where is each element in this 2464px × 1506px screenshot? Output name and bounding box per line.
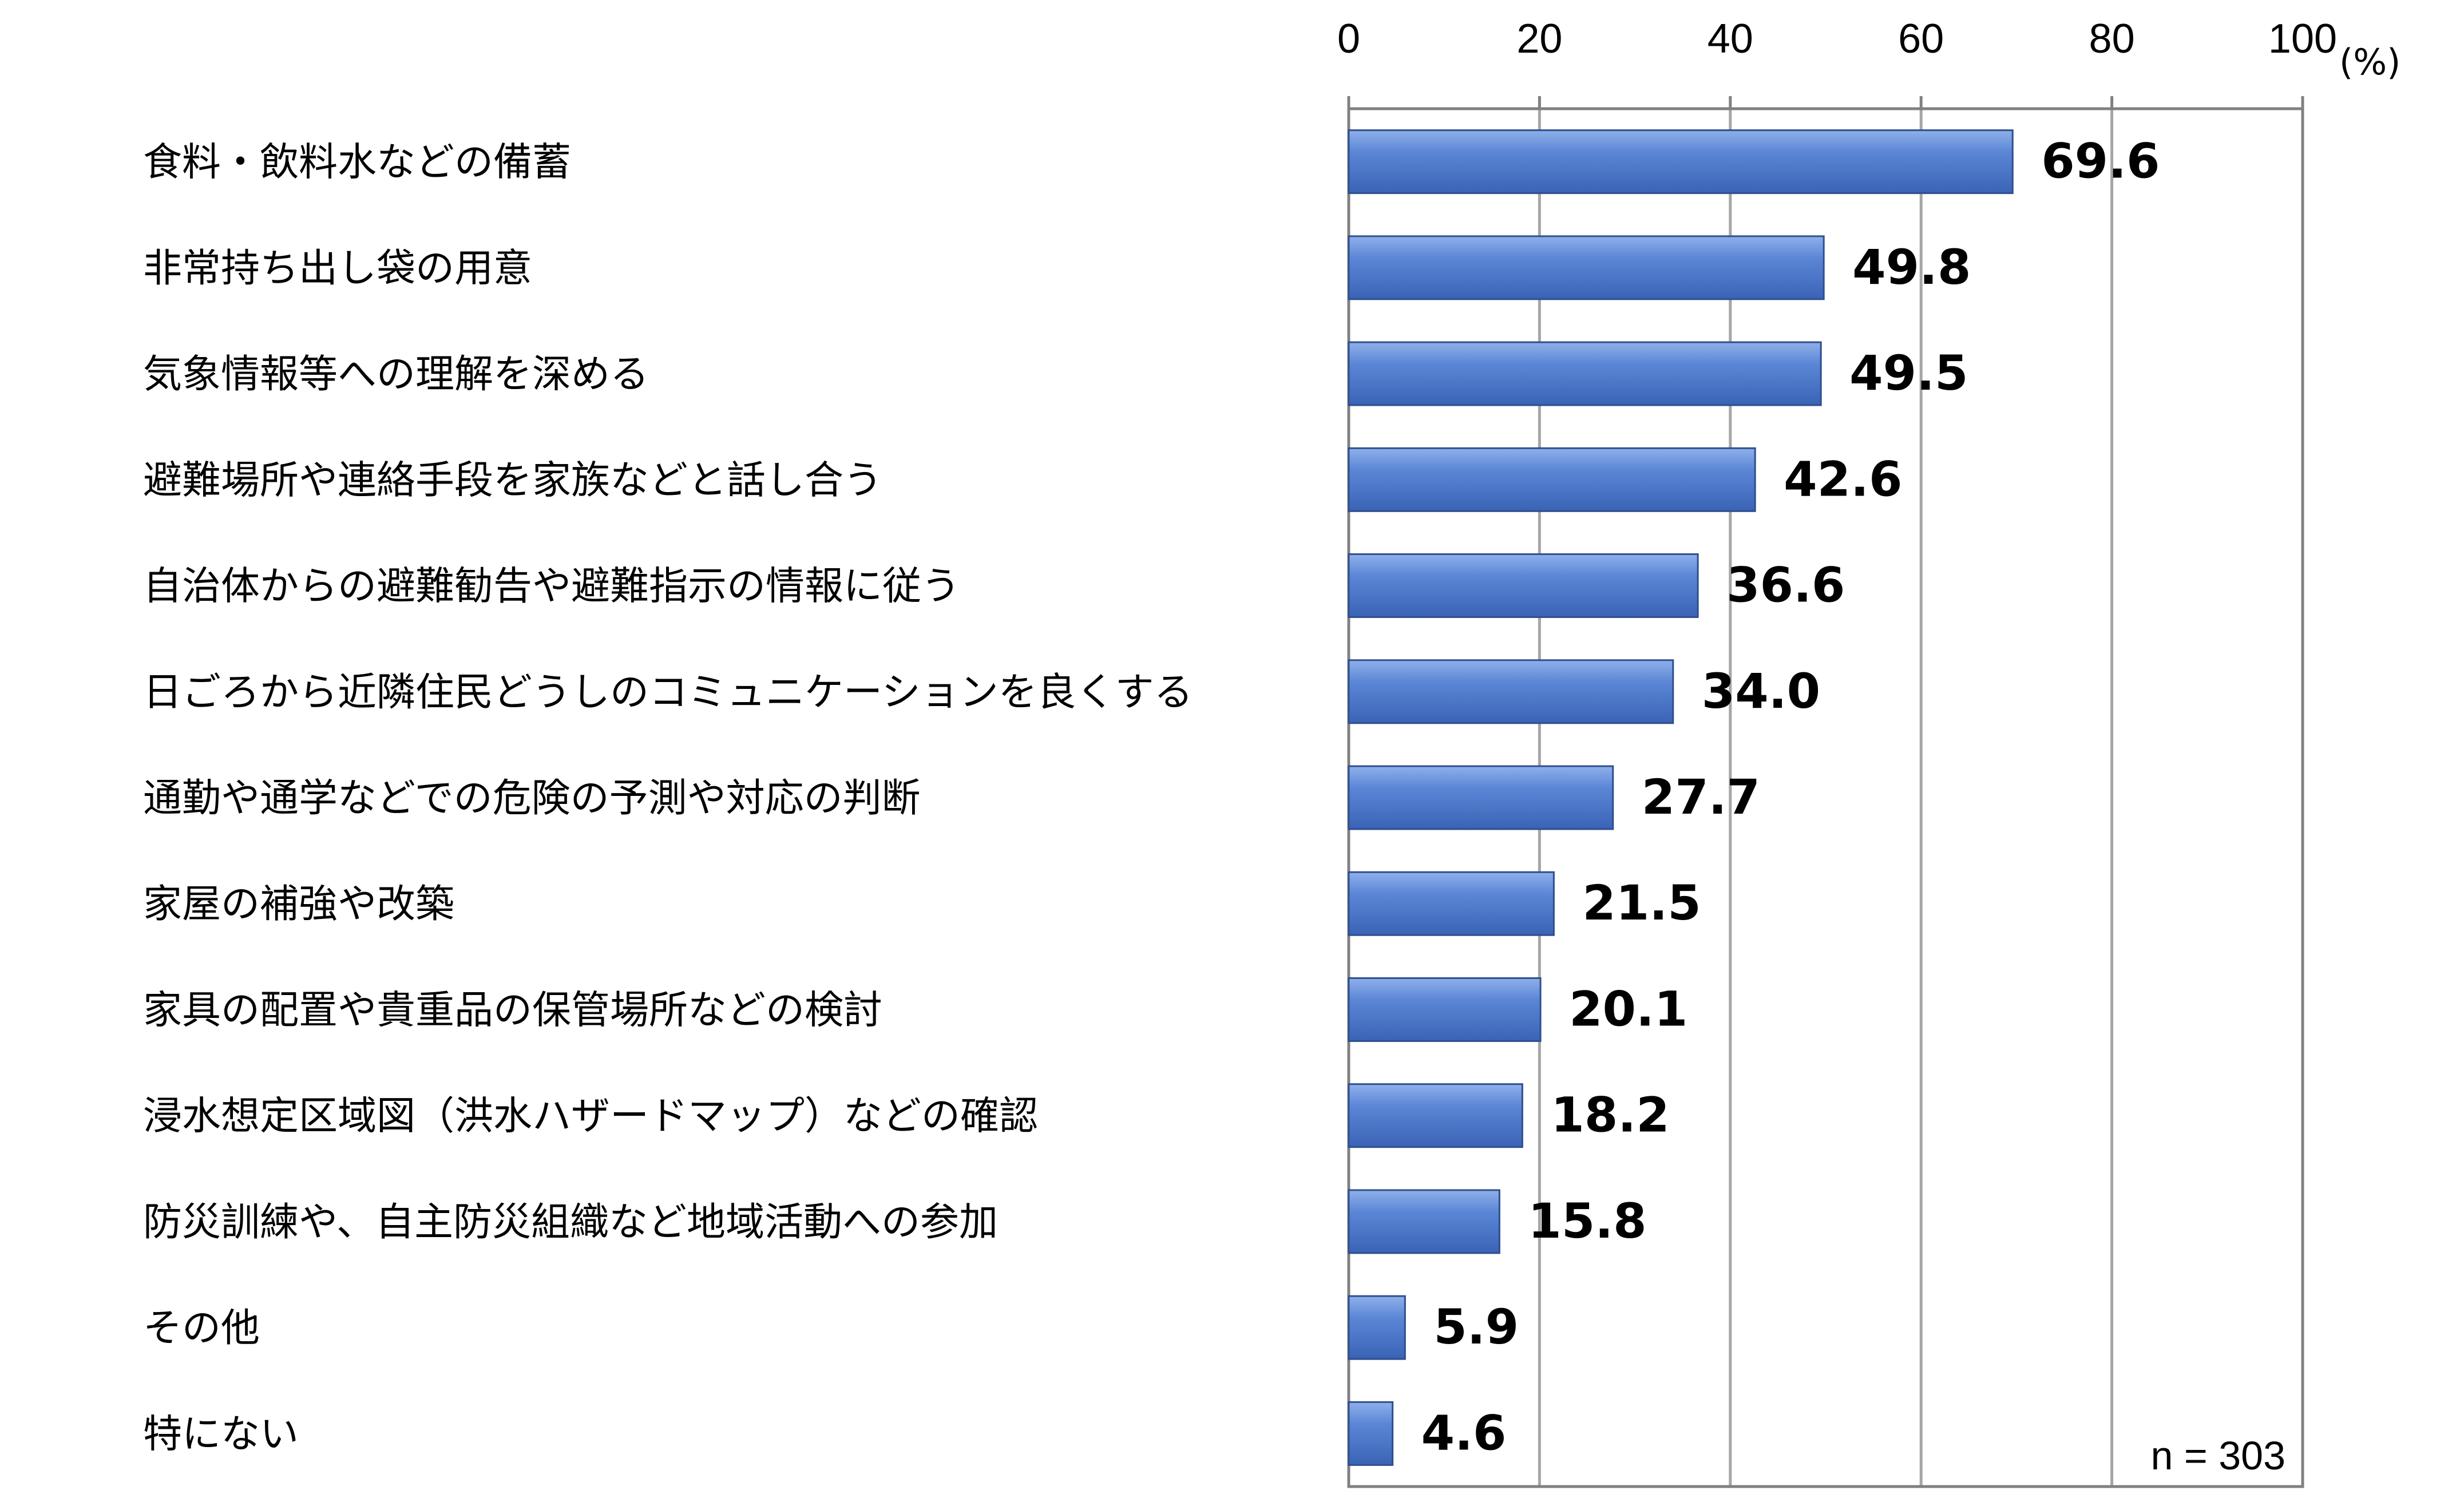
bar	[1348, 235, 1825, 300]
category-label: 家屋の補強や改築	[143, 882, 454, 927]
category-label: 浸水想定区域図（洪水ハザードマップ）などの確認	[143, 1094, 1038, 1139]
bar	[1348, 553, 1699, 619]
bar	[1348, 1401, 1394, 1466]
x-tick-label: 80	[2089, 16, 2135, 62]
value-label: 18.2	[1551, 1087, 1669, 1143]
value-label: 20.1	[1569, 981, 1687, 1037]
bar	[1348, 447, 1756, 512]
value-label: 36.6	[1726, 557, 1845, 613]
x-tick-label: 40	[1708, 16, 1753, 62]
value-label: 21.5	[1582, 875, 1701, 931]
bar	[1348, 659, 1674, 724]
bar	[1348, 1295, 1406, 1360]
x-tick-label: 20	[1516, 16, 1562, 62]
labels: 0 20 40 60 80 100(%) 食料・飲料水などの備蓄 69.6 非常持ち出し袋の用意…	[143, 16, 2400, 1478]
value-label: 42.6	[1784, 451, 1902, 507]
value-label: 34.0	[1702, 663, 1820, 719]
category-label: その他	[143, 1306, 260, 1351]
x-tick-label: 0	[1337, 16, 1360, 62]
category-label: 通勤や通学などでの危険の予測や対応の判断	[143, 776, 921, 821]
unit-label: (%)	[2339, 41, 2400, 83]
category-label: 非常持ち出し袋の用意	[143, 246, 532, 291]
category-label: 避難場所や連絡手段を家族などと話し合う	[143, 458, 882, 503]
x-tick-label: 60	[1898, 16, 1944, 62]
category-label: 特にない	[143, 1412, 299, 1457]
category-label: 食料・飲料水などの備蓄	[143, 140, 571, 185]
bar	[1348, 1189, 1500, 1254]
category-label: 家具の配置や貴重品の保管場所などの検討	[143, 988, 882, 1033]
value-label: 5.9	[1433, 1299, 1519, 1355]
sample-size-note: n = 303	[2151, 1433, 2286, 1478]
category-label: 気象情報等への理解を深める	[143, 352, 649, 397]
bar	[1348, 341, 1822, 406]
bar	[1348, 765, 1614, 830]
bar	[1348, 129, 2014, 195]
value-label: 49.5	[1849, 345, 1968, 401]
bar	[1348, 977, 1542, 1042]
value-label: 49.8	[1852, 239, 1971, 295]
bar	[1348, 1083, 1523, 1148]
category-label: 防災訓練や、自主防災組織など地域活動への参加	[143, 1200, 998, 1245]
value-label: 15.8	[1528, 1193, 1646, 1249]
bars	[1348, 129, 2014, 1466]
value-label: 69.6	[2041, 133, 2160, 189]
bar	[1348, 871, 1555, 936]
category-label: 自治体からの避難勧告や避難指示の情報に従う	[143, 564, 960, 609]
value-label: 4.6	[1421, 1405, 1507, 1461]
x-tick-label: 100	[2268, 16, 2337, 62]
category-label: 日ごろから近隣住民どうしのコミュニケーションを良くする	[143, 670, 1193, 715]
gridlines	[1538, 109, 2114, 1487]
value-label: 27.7	[1642, 769, 1760, 825]
